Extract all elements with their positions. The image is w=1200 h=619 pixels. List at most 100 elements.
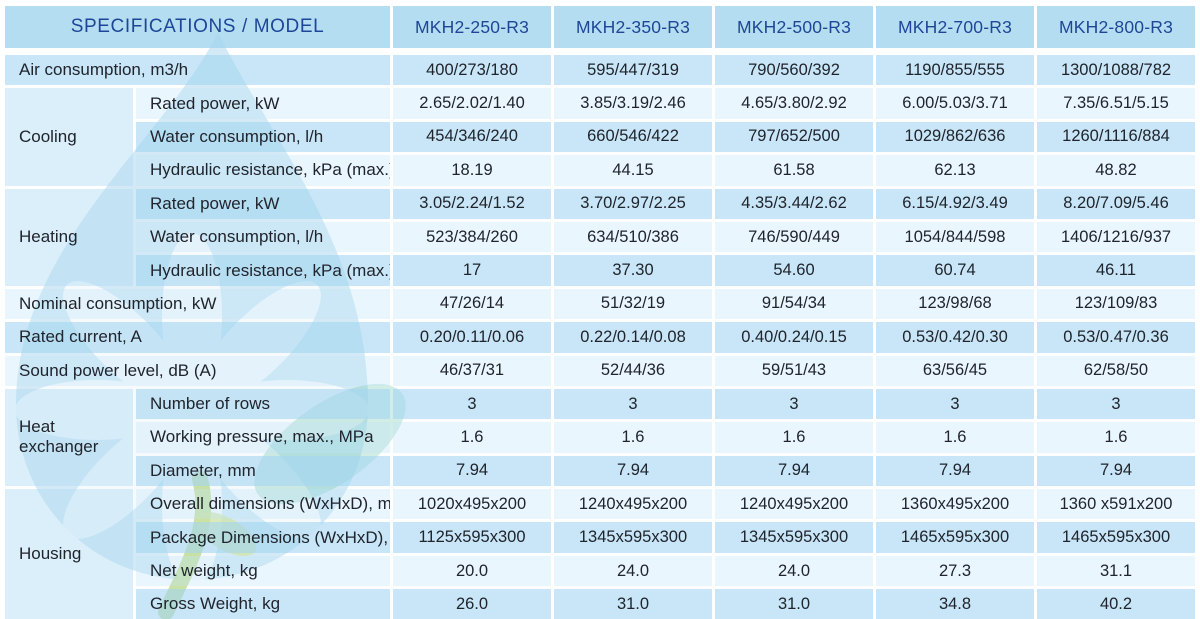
row-value: 2.65/2.02/1.40 [393, 88, 551, 119]
row-value: 3.70/2.97/2.25 [554, 188, 712, 219]
row-value: 0.20/0.11/0.06 [393, 322, 551, 353]
row-value: 54.60 [715, 255, 873, 286]
row-value: 3.85/3.19/2.46 [554, 88, 712, 119]
row-value: 3 [1037, 388, 1195, 420]
model-header: MKH2-500-R3 [715, 6, 873, 48]
row-label: Rated current, A [5, 322, 390, 353]
row-value: 62.13 [876, 155, 1034, 186]
row-value: 18.19 [393, 155, 551, 186]
row-label: Hydraulic resistance, kPa (max.) [136, 155, 390, 186]
row-value: 3 [715, 388, 873, 420]
row-label: Water consumption, l/h [136, 221, 390, 253]
row-value: 3.05/2.24/1.52 [393, 188, 551, 219]
row-value: 24.0 [554, 555, 712, 587]
row-value: 60.74 [876, 255, 1034, 286]
row-value: 31.0 [715, 589, 873, 619]
row-value: 123/109/83 [1037, 288, 1195, 320]
row-label: Hydraulic resistance, kPa (max.) [136, 255, 390, 286]
row-value: 1465x595x300 [876, 522, 1034, 553]
row-value: 3 [554, 388, 712, 420]
row-label: Air consumption, m3/h [5, 55, 390, 86]
row-value: 1260/1116/884 [1037, 121, 1195, 153]
group-label: Heating [5, 188, 133, 286]
row-value: 1125x595x300 [393, 522, 551, 553]
row-value: 7.94 [554, 455, 712, 487]
row-value: 52/44/36 [554, 355, 712, 386]
row-value: 1345x595x300 [554, 522, 712, 553]
row-value: 0.40/0.24/0.15 [715, 322, 873, 353]
row-value: 1465x595x300 [1037, 522, 1195, 553]
row-value: 1029/862/636 [876, 121, 1034, 153]
row-value: 61.58 [715, 155, 873, 186]
row-value: 1.6 [554, 422, 712, 453]
row-value: 17 [393, 255, 551, 286]
row-value: 6.00/5.03/3.71 [876, 88, 1034, 119]
row-value: 4.65/3.80/2.92 [715, 88, 873, 119]
row-value: 3 [393, 388, 551, 420]
row-value: 47/26/14 [393, 288, 551, 320]
row-value: 7.94 [715, 455, 873, 487]
row-value: 400/273/180 [393, 55, 551, 86]
row-label: Package Dimensions (WxHxD), mm [136, 522, 390, 553]
row-value: 8.20/7.09/5.46 [1037, 188, 1195, 219]
row-value: 46.11 [1037, 255, 1195, 286]
row-value: 7.94 [876, 455, 1034, 487]
row-value: 1190/855/555 [876, 55, 1034, 86]
model-header: MKH2-350-R3 [554, 6, 712, 48]
row-label: Rated power, kW [136, 188, 390, 219]
row-value: 1240x495x200 [715, 489, 873, 520]
row-value: 660/546/422 [554, 121, 712, 153]
row-value: 51/32/19 [554, 288, 712, 320]
row-value: 31.0 [554, 589, 712, 619]
row-value: 0.53/0.47/0.36 [1037, 322, 1195, 353]
specifications-model-header: SPECIFICATIONS / MODEL [5, 6, 390, 48]
row-value: 454/346/240 [393, 121, 551, 153]
row-label: Number of rows [136, 388, 390, 420]
row-label: Rated power, kW [136, 88, 390, 119]
row-label: Sound power level, dB (A) [5, 355, 390, 386]
model-header: MKH2-250-R3 [393, 6, 551, 48]
row-value: 1360 x591x200 [1037, 489, 1195, 520]
row-value: 1054/844/598 [876, 221, 1034, 253]
row-label: Working pressure, max., MPa [136, 422, 390, 453]
row-value: 1360x495x200 [876, 489, 1034, 520]
row-value: 797/652/500 [715, 121, 873, 153]
row-value: 1300/1088/782 [1037, 55, 1195, 86]
row-value: 63/56/45 [876, 355, 1034, 386]
row-value: 595/447/319 [554, 55, 712, 86]
row-value: 1020x495x200 [393, 489, 551, 520]
row-value: 62/58/50 [1037, 355, 1195, 386]
row-value: 48.82 [1037, 155, 1195, 186]
row-value: 1406/1216/937 [1037, 221, 1195, 253]
row-value: 7.35/6.51/5.15 [1037, 88, 1195, 119]
row-value: 1.6 [715, 422, 873, 453]
row-value: 7.94 [1037, 455, 1195, 487]
row-value: 1240x495x200 [554, 489, 712, 520]
row-label: Gross Weight, kg [136, 589, 390, 619]
model-header: MKH2-800-R3 [1037, 6, 1195, 48]
row-value: 1.6 [393, 422, 551, 453]
row-value: 7.94 [393, 455, 551, 487]
row-value: 44.15 [554, 155, 712, 186]
row-label: Overall dimensions (WxHxD), mm [136, 489, 390, 520]
model-header: MKH2-700-R3 [876, 6, 1034, 48]
table-header-row: SPECIFICATIONS / MODEL MKH2-250-R3 MKH2-… [0, 6, 1200, 48]
row-value: 123/98/68 [876, 288, 1034, 320]
row-value: 40.2 [1037, 589, 1195, 619]
row-value: 790/560/392 [715, 55, 873, 86]
row-value: 27.3 [876, 555, 1034, 587]
row-value: 6.15/4.92/3.49 [876, 188, 1034, 219]
row-value: 1345x595x300 [715, 522, 873, 553]
group-label: Housing [5, 489, 133, 619]
row-value: 37.30 [554, 255, 712, 286]
table-body: Cooling Heating Heat exchanger Housing Air c… [0, 55, 1200, 619]
row-value: 1.6 [876, 422, 1034, 453]
row-value: 34.8 [876, 589, 1034, 619]
row-value: 4.35/3.44/2.62 [715, 188, 873, 219]
row-label: Net weight, kg [136, 555, 390, 587]
row-value: 746/590/449 [715, 221, 873, 253]
row-value: 0.22/0.14/0.08 [554, 322, 712, 353]
row-value: 59/51/43 [715, 355, 873, 386]
group-label: Heat exchanger [5, 388, 133, 487]
